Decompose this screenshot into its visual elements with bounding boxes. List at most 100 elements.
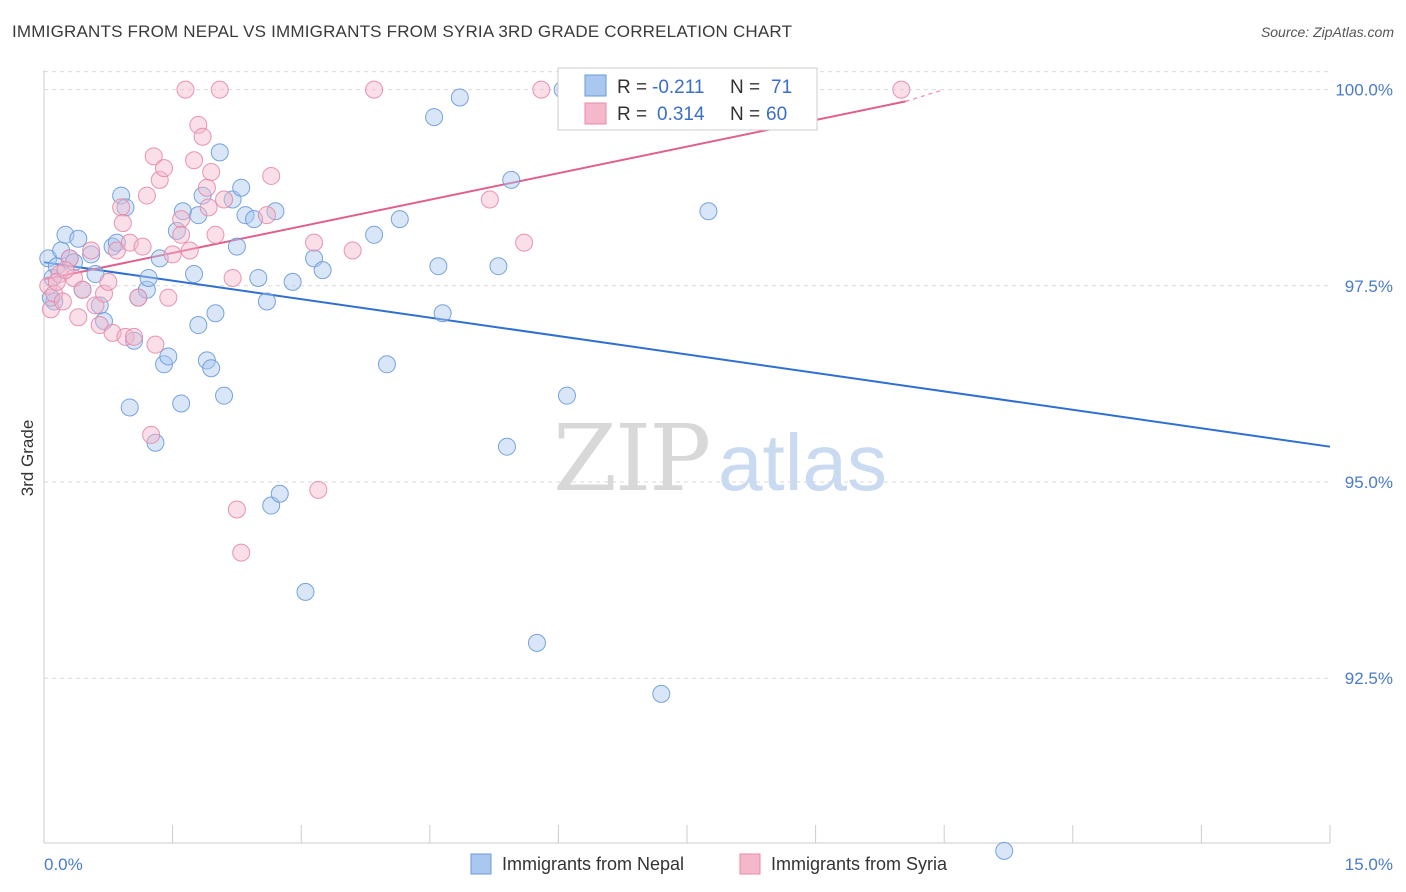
nepal-point (652, 684, 671, 703)
nepal-point (125, 331, 144, 350)
y-tick-label: 100.0% (1335, 81, 1393, 100)
syria-point (197, 178, 216, 197)
y-tick-label: 92.5% (1345, 669, 1393, 688)
legend-r-value-nepal: -0.211 (652, 77, 704, 98)
nepal-point (82, 245, 101, 264)
nepal-point (313, 261, 332, 280)
syria-point (180, 241, 199, 260)
nepal-point (107, 233, 126, 252)
syria-point (53, 292, 72, 311)
syria-point (82, 241, 101, 260)
syria-point (159, 288, 178, 307)
syria-point (223, 268, 242, 287)
watermark: ZIP atlas (553, 405, 887, 512)
syria-point (210, 80, 229, 99)
syria-point (172, 210, 191, 229)
nepal-point (270, 484, 289, 503)
nepal-point (296, 582, 315, 601)
syria-point (142, 425, 161, 444)
nepal-point (429, 257, 448, 276)
syria-point (113, 214, 132, 233)
syria-point (262, 166, 281, 185)
legend-n-label-nepal: N = (730, 77, 760, 98)
nepal-point (527, 633, 546, 652)
syria-point (202, 163, 221, 182)
nepal-point (172, 394, 191, 413)
syria-point (150, 170, 169, 189)
syria-point (480, 190, 499, 209)
legend-n-value-syria: 60 (766, 104, 787, 125)
nepal-point (489, 257, 508, 276)
nepal-point (365, 225, 384, 244)
nepal-point (227, 237, 246, 256)
syria-point (176, 80, 195, 99)
syria-trend-line (43, 100, 906, 281)
bottom-legend-label-nepal: Immigrants from Nepal (502, 854, 684, 874)
nepal-point (257, 292, 276, 311)
nepal-point (266, 202, 285, 221)
nepal-point (433, 304, 452, 323)
nepal-point (185, 265, 204, 284)
syria-point (515, 233, 534, 252)
nepal-point (450, 88, 469, 107)
axes: 92.5% 95.0% 97.5% 100.0% 0.0% 15.0% (43, 70, 1393, 874)
source-label: Source: ZipAtlas.com (1260, 24, 1394, 40)
legend-r-label-nepal: R = (617, 77, 647, 98)
nepal-point (390, 210, 409, 229)
legend-swatch-syria (584, 102, 607, 125)
syria-point (144, 147, 163, 166)
nepal-point (210, 143, 229, 162)
syria-point (112, 198, 131, 217)
syria-point (60, 249, 79, 268)
legend-n-label-syria: N = (730, 104, 760, 125)
nepal-point (502, 170, 521, 189)
legend-r-label-syria: R = (617, 104, 647, 125)
syria-point (892, 80, 911, 99)
bottom-legend-label-syria: Immigrants from Syria (771, 854, 948, 874)
syria-point (189, 115, 208, 134)
nepal-point (116, 198, 135, 217)
syria-point (146, 335, 165, 354)
nepal-trend-line (43, 261, 1331, 448)
syria-point (185, 151, 204, 170)
nepal-point (425, 108, 444, 127)
trend-lines (43, 88, 1331, 448)
syria-point (172, 225, 191, 244)
syria-trend-line-extension (905, 88, 945, 103)
syria-point (56, 261, 75, 280)
syria-point (193, 127, 212, 146)
syria-point (125, 327, 144, 346)
nepal-point (189, 316, 208, 335)
y-tick-label: 95.0% (1345, 473, 1393, 492)
x-tick-label: 15.0% (1345, 855, 1393, 874)
nepal-point (139, 268, 158, 287)
y-axis-title: 3rd Grade (18, 420, 37, 497)
x-tick-label: 0.0% (44, 855, 83, 874)
syria-point (95, 284, 114, 303)
nepal-point (283, 272, 302, 291)
syria-point (532, 80, 551, 99)
nepal-point (699, 202, 718, 221)
nepal-point (215, 386, 234, 405)
nepal-point (236, 206, 255, 225)
nepal-point (249, 268, 268, 287)
nepal-point (159, 347, 178, 366)
syria-point (206, 225, 225, 244)
nepal-point (202, 359, 221, 378)
grid-lines (44, 71, 1330, 679)
syria-point (227, 500, 246, 519)
legend-swatch-nepal (584, 74, 607, 97)
syria-point (129, 288, 148, 307)
syria-point (215, 190, 234, 209)
syria-point (155, 159, 174, 178)
y-tick-label: 97.5% (1345, 277, 1393, 296)
syria-point (257, 206, 276, 225)
nepal-point (377, 355, 396, 374)
watermark-zip: ZIP (553, 405, 709, 512)
nepal-point (557, 386, 576, 405)
syria-point (232, 543, 251, 562)
syria-point (309, 480, 328, 499)
syria-point (73, 280, 92, 299)
nepal-point (995, 841, 1014, 860)
syria-point (163, 245, 182, 264)
